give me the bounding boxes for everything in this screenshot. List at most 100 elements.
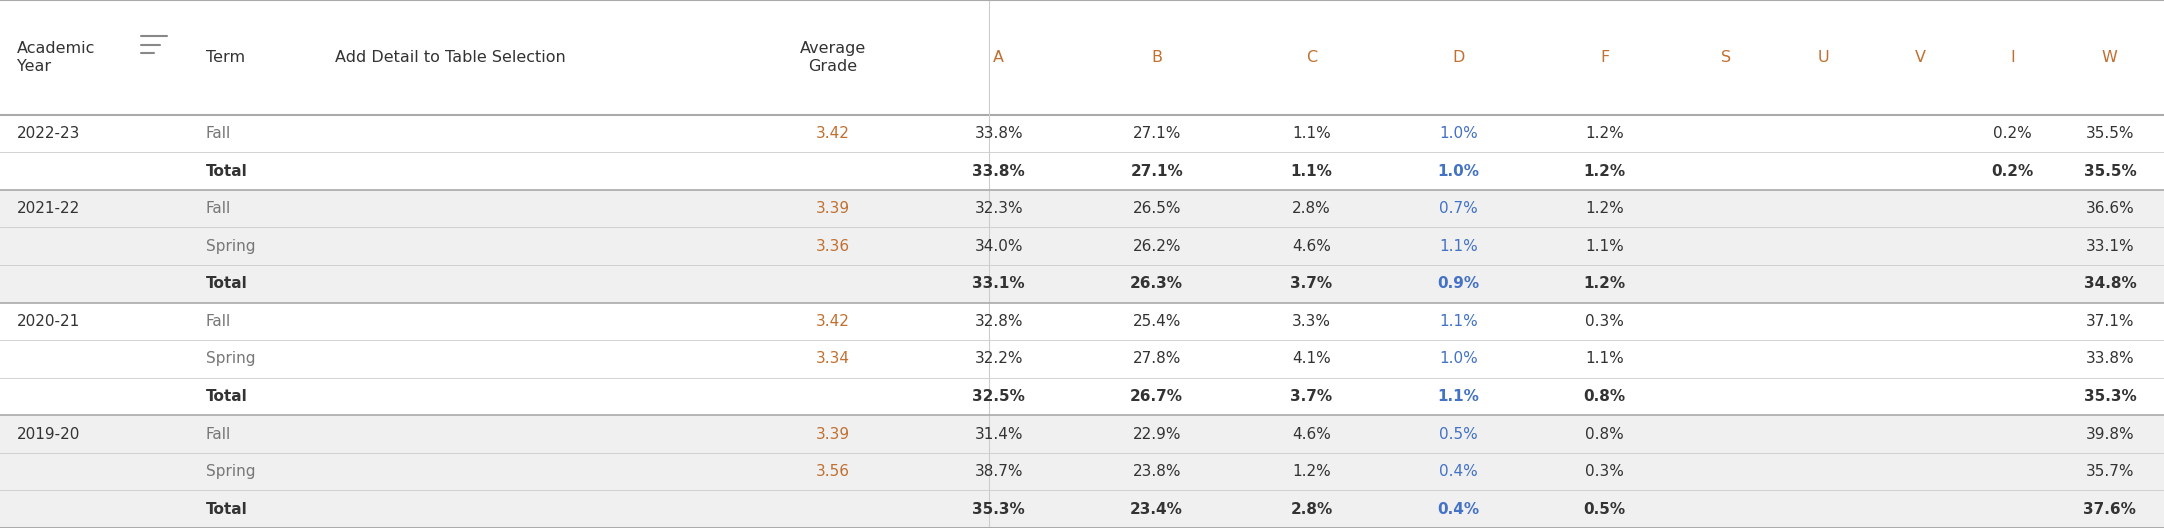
- Text: 1.1%: 1.1%: [1292, 126, 1331, 141]
- Text: 33.1%: 33.1%: [2086, 239, 2134, 254]
- Text: 25.4%: 25.4%: [1132, 314, 1182, 329]
- Text: S: S: [1720, 50, 1731, 65]
- Text: 39.8%: 39.8%: [2086, 427, 2134, 441]
- Text: 26.3%: 26.3%: [1130, 276, 1184, 291]
- Text: 27.1%: 27.1%: [1132, 126, 1182, 141]
- Text: A: A: [993, 50, 1004, 65]
- Text: 4.6%: 4.6%: [1292, 239, 1331, 254]
- Text: 0.2%: 0.2%: [1991, 164, 2034, 178]
- Text: 32.2%: 32.2%: [974, 352, 1024, 366]
- Text: 2021-22: 2021-22: [17, 201, 80, 216]
- Bar: [0, 340, 2164, 378]
- Text: Term: Term: [206, 50, 245, 65]
- Text: 0.4%: 0.4%: [1439, 464, 1478, 479]
- Text: 2022-23: 2022-23: [17, 126, 80, 141]
- Text: 1.0%: 1.0%: [1437, 164, 1480, 178]
- Bar: [0, 265, 2164, 303]
- Text: 37.6%: 37.6%: [2084, 502, 2136, 517]
- Text: 4.6%: 4.6%: [1292, 427, 1331, 441]
- Text: Fall: Fall: [206, 201, 232, 216]
- Text: Spring: Spring: [206, 352, 255, 366]
- Text: 35.5%: 35.5%: [2086, 126, 2134, 141]
- Text: 36.6%: 36.6%: [2086, 201, 2134, 216]
- Text: 2.8%: 2.8%: [1290, 502, 1333, 517]
- Text: Total: Total: [206, 389, 247, 404]
- Text: B: B: [1151, 50, 1162, 65]
- Text: 35.3%: 35.3%: [972, 502, 1026, 517]
- Text: 32.5%: 32.5%: [972, 389, 1026, 404]
- Text: 0.5%: 0.5%: [1584, 502, 1625, 517]
- Text: 0.9%: 0.9%: [1437, 276, 1480, 291]
- Text: 27.8%: 27.8%: [1132, 352, 1182, 366]
- Text: 0.7%: 0.7%: [1439, 201, 1478, 216]
- Text: C: C: [1305, 50, 1318, 65]
- Text: Total: Total: [206, 502, 247, 517]
- Text: 22.9%: 22.9%: [1132, 427, 1182, 441]
- Text: 1.2%: 1.2%: [1292, 464, 1331, 479]
- Bar: [0, 453, 2164, 491]
- Text: Fall: Fall: [206, 314, 232, 329]
- Text: Fall: Fall: [206, 427, 232, 441]
- Text: 1.1%: 1.1%: [1586, 239, 1623, 254]
- Text: 33.8%: 33.8%: [974, 126, 1024, 141]
- Text: 1.1%: 1.1%: [1290, 164, 1333, 178]
- Bar: [0, 0, 2164, 115]
- Text: F: F: [1599, 50, 1610, 65]
- Text: 3.36: 3.36: [816, 239, 850, 254]
- Text: I: I: [2010, 50, 2015, 65]
- Text: 33.1%: 33.1%: [972, 276, 1026, 291]
- Text: 33.8%: 33.8%: [972, 164, 1026, 178]
- Text: D: D: [1452, 50, 1465, 65]
- Bar: [0, 491, 2164, 528]
- Text: V: V: [1915, 50, 1926, 65]
- Text: 26.5%: 26.5%: [1132, 201, 1182, 216]
- Text: 2019-20: 2019-20: [17, 427, 80, 441]
- Bar: [0, 190, 2164, 228]
- Text: 3.39: 3.39: [816, 427, 850, 441]
- Text: 0.8%: 0.8%: [1586, 427, 1623, 441]
- Text: 3.56: 3.56: [816, 464, 850, 479]
- Text: 1.1%: 1.1%: [1586, 352, 1623, 366]
- Text: 3.7%: 3.7%: [1290, 276, 1333, 291]
- Text: 3.42: 3.42: [816, 126, 850, 141]
- Text: 23.8%: 23.8%: [1132, 464, 1182, 479]
- Text: 35.3%: 35.3%: [2084, 389, 2136, 404]
- Text: 0.3%: 0.3%: [1586, 464, 1623, 479]
- Text: Average
Grade: Average Grade: [801, 41, 866, 74]
- Bar: [0, 378, 2164, 416]
- Text: Total: Total: [206, 164, 247, 178]
- Text: 1.1%: 1.1%: [1439, 239, 1478, 254]
- Text: W: W: [2101, 50, 2119, 65]
- Bar: [0, 115, 2164, 153]
- Text: Spring: Spring: [206, 464, 255, 479]
- Text: 1.0%: 1.0%: [1439, 352, 1478, 366]
- Text: 1.2%: 1.2%: [1586, 201, 1623, 216]
- Text: U: U: [1818, 50, 1829, 65]
- Text: 1.0%: 1.0%: [1439, 126, 1478, 141]
- Bar: [0, 153, 2164, 190]
- Text: 1.2%: 1.2%: [1584, 276, 1625, 291]
- Text: Spring: Spring: [206, 239, 255, 254]
- Text: 0.8%: 0.8%: [1584, 389, 1625, 404]
- Bar: [0, 416, 2164, 453]
- Text: 2.8%: 2.8%: [1292, 201, 1331, 216]
- Text: 32.8%: 32.8%: [974, 314, 1024, 329]
- Text: 3.7%: 3.7%: [1290, 389, 1333, 404]
- Bar: [0, 228, 2164, 265]
- Text: 32.3%: 32.3%: [974, 201, 1024, 216]
- Text: 31.4%: 31.4%: [974, 427, 1024, 441]
- Text: 4.1%: 4.1%: [1292, 352, 1331, 366]
- Text: 2020-21: 2020-21: [17, 314, 80, 329]
- Bar: [0, 303, 2164, 340]
- Text: 0.4%: 0.4%: [1437, 502, 1480, 517]
- Text: 1.2%: 1.2%: [1584, 164, 1625, 178]
- Text: 0.2%: 0.2%: [1993, 126, 2032, 141]
- Text: Fall: Fall: [206, 126, 232, 141]
- Text: 33.8%: 33.8%: [2086, 352, 2134, 366]
- Text: 3.34: 3.34: [816, 352, 850, 366]
- Text: 27.1%: 27.1%: [1130, 164, 1184, 178]
- Text: 35.5%: 35.5%: [2084, 164, 2136, 178]
- Text: Total: Total: [206, 276, 247, 291]
- Text: 26.2%: 26.2%: [1132, 239, 1182, 254]
- Text: 34.0%: 34.0%: [974, 239, 1024, 254]
